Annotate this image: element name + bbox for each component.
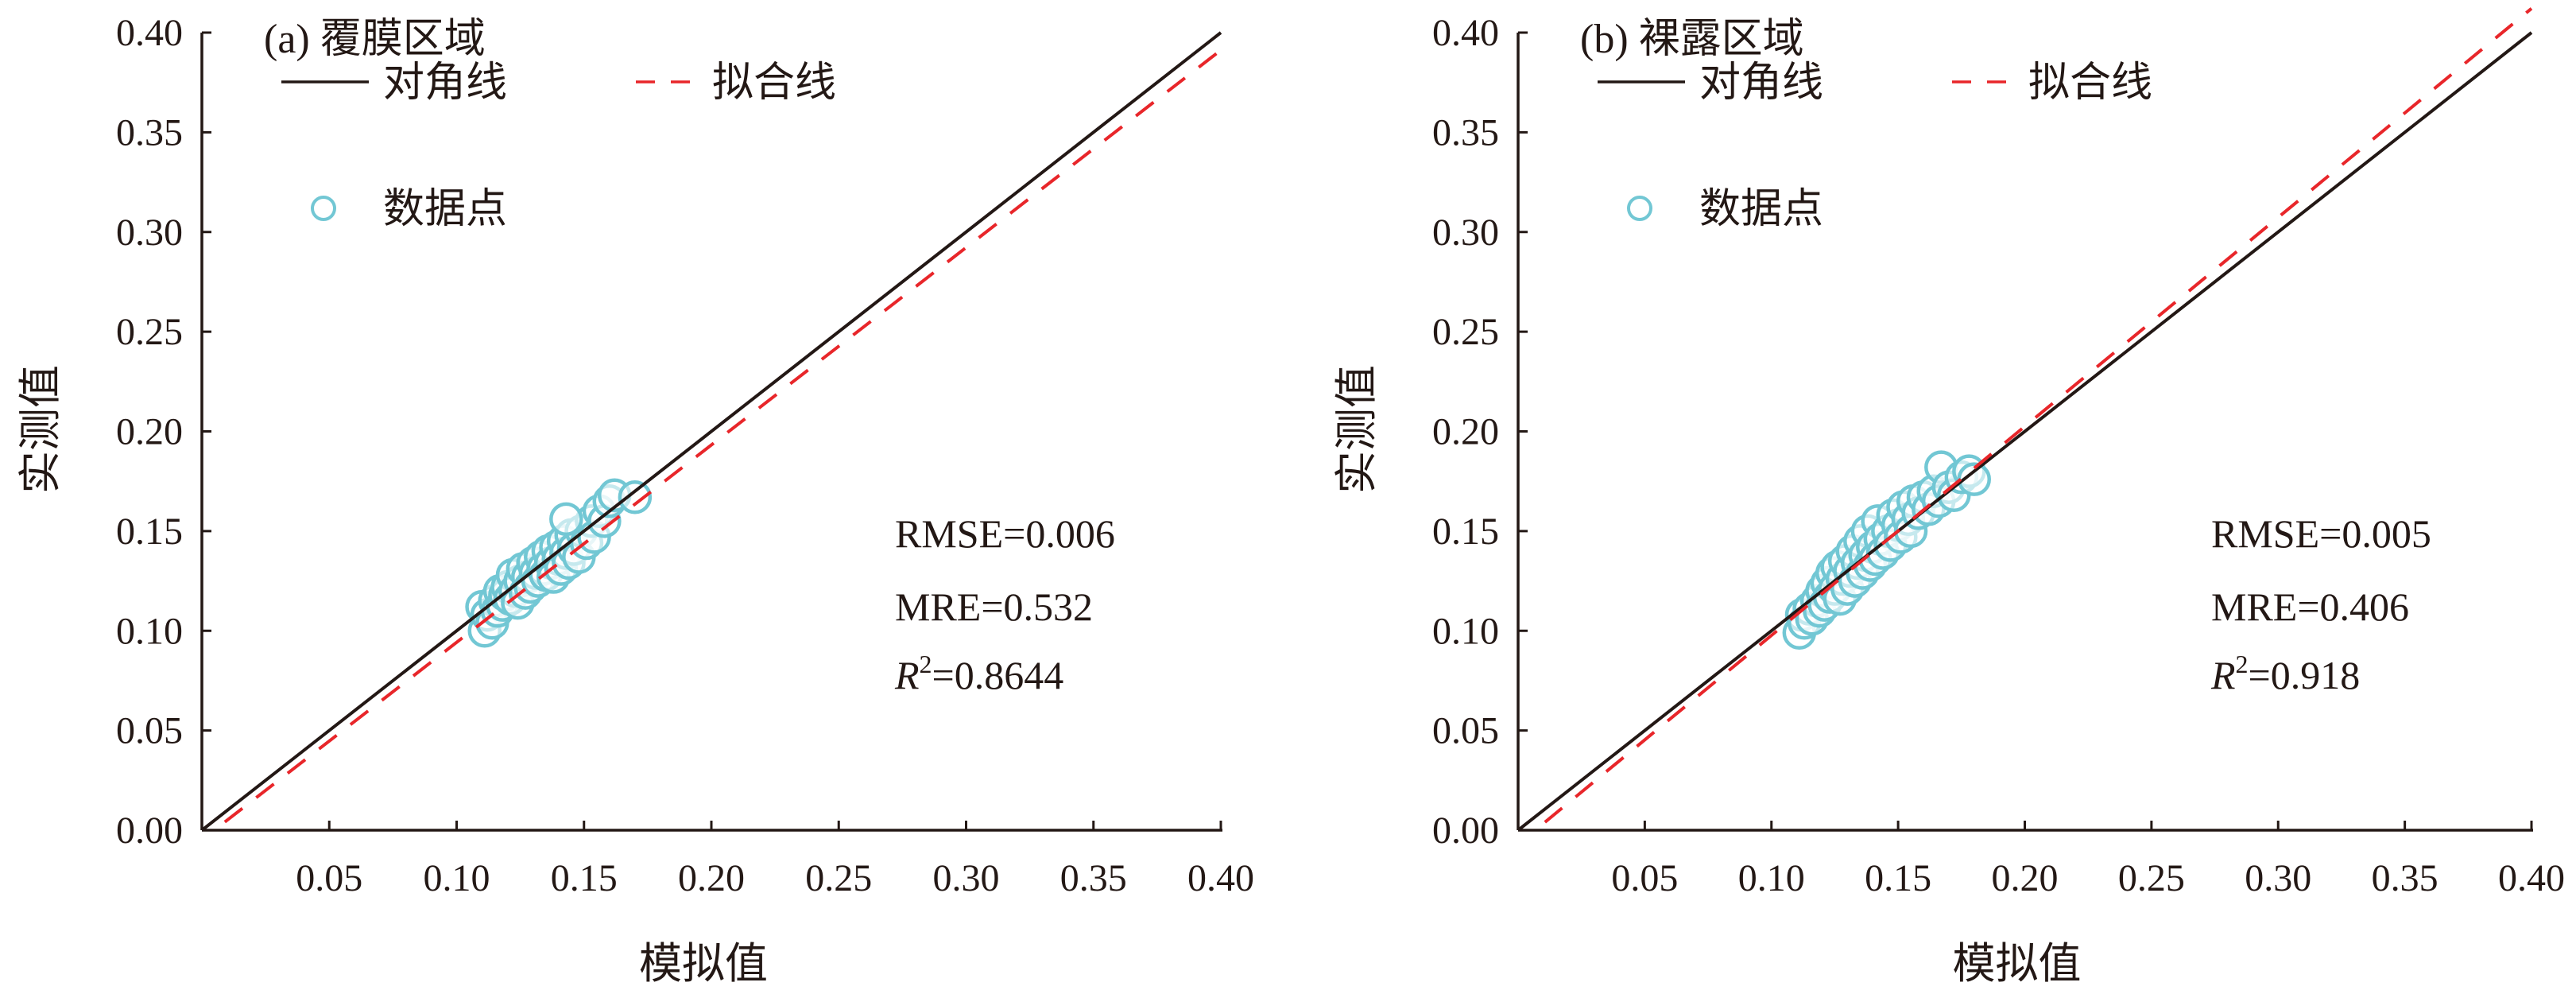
x-tick-label: 0.25 <box>2118 857 2185 899</box>
y-tick-label: 0.30 <box>116 212 183 254</box>
mre-text: MRE=0.406 <box>2211 584 2409 629</box>
y-tick-label: 0.00 <box>116 810 183 852</box>
x-tick-label: 0.10 <box>424 857 490 899</box>
x-tick-label: 0.30 <box>933 857 1000 899</box>
rmse-text: RMSE=0.005 <box>2211 511 2431 556</box>
data-point <box>549 502 583 537</box>
legend-diagonal-label: 对角线 <box>383 60 507 106</box>
y-axis-label: 实测值 <box>1333 365 1381 494</box>
y-tick-label: 0.10 <box>116 610 183 652</box>
x-axis-label: 模拟值 <box>639 940 768 988</box>
legend-points-label: 数据点 <box>1699 187 1823 232</box>
legend-fit-label: 拟合线 <box>2028 60 2152 106</box>
y-tick-label: 0.00 <box>1432 810 1499 852</box>
r2-text: R2=0.8644 <box>894 650 1063 697</box>
y-axis-label: 实测值 <box>17 365 64 494</box>
x-tick-label: 0.35 <box>1060 857 1127 899</box>
x-tick-label: 0.05 <box>1611 857 1678 899</box>
x-tick-label: 0.05 <box>296 857 362 899</box>
mre-text: MRE=0.532 <box>895 584 1093 629</box>
x-tick-label: 0.10 <box>1738 857 1805 899</box>
r2-symbol: R <box>2210 653 2236 697</box>
y-tick-label: 0.40 <box>116 12 183 54</box>
y-tick-label: 0.20 <box>1432 411 1499 453</box>
legend-points-swatch <box>1627 196 1652 221</box>
x-tick-label: 0.20 <box>1992 857 2059 899</box>
y-tick-label: 0.35 <box>116 111 183 153</box>
y-tick-label: 0.25 <box>1432 311 1499 353</box>
x-tick-label: 0.15 <box>551 857 618 899</box>
legend-points-swatch <box>311 196 336 221</box>
legend-fit-label: 拟合线 <box>712 60 836 106</box>
panel-title: (a) 覆膜区域 <box>264 17 486 62</box>
y-tick-label: 0.15 <box>1432 511 1499 553</box>
y-tick-label: 0.15 <box>116 511 183 553</box>
x-tick-label: 0.15 <box>1865 857 1931 899</box>
y-tick-label: 0.05 <box>1432 710 1499 752</box>
data-point <box>618 480 653 514</box>
x-tick-label: 0.30 <box>2245 857 2311 899</box>
rmse-text: RMSE=0.006 <box>895 511 1115 556</box>
diagonal-line <box>200 31 1222 832</box>
panel-a: 0.05 0.10 0.15 0.20 0.25 0.30 0.35 0.40 0.00 0.05… <box>17 12 1254 988</box>
legend-diagonal-label: 对角线 <box>1699 60 1823 106</box>
y-tick-label: 0.30 <box>1432 212 1499 254</box>
legend-points-label: 数据点 <box>383 187 507 232</box>
x-tick-label: 0.35 <box>2372 857 2438 899</box>
diagonal-line <box>1517 31 2533 832</box>
r2-text: R2=0.918 <box>2210 650 2360 697</box>
y-tick-label: 0.20 <box>116 411 183 453</box>
y-tick-label: 0.10 <box>1432 610 1499 652</box>
x-tick-label: 0.20 <box>678 857 745 899</box>
fit-line <box>1544 7 2533 824</box>
y-tick-label: 0.05 <box>116 710 183 752</box>
x-tick-label: 0.40 <box>2498 857 2565 899</box>
x-axis-label: 模拟值 <box>1953 940 2082 988</box>
y-tick-label: 0.35 <box>1432 111 1499 153</box>
panel-b: 0.05 0.10 0.15 0.20 0.25 0.30 0.35 0.40 0.00 0.05… <box>1333 7 2565 988</box>
r2-exponent: 2 <box>2236 650 2249 678</box>
r2-symbol: R <box>894 653 920 697</box>
x-tick-label: 0.40 <box>1187 857 1254 899</box>
r2-exponent: 2 <box>920 650 932 678</box>
y-tick-label: 0.25 <box>116 311 183 353</box>
r2-value: =0.8644 <box>932 653 1064 697</box>
panel-title: (b) 裸露区域 <box>1580 17 1804 62</box>
fit-line <box>223 49 1222 824</box>
x-tick-label: 0.25 <box>805 857 872 899</box>
r2-value: =0.918 <box>2249 653 2361 697</box>
y-tick-label: 0.40 <box>1432 12 1499 54</box>
